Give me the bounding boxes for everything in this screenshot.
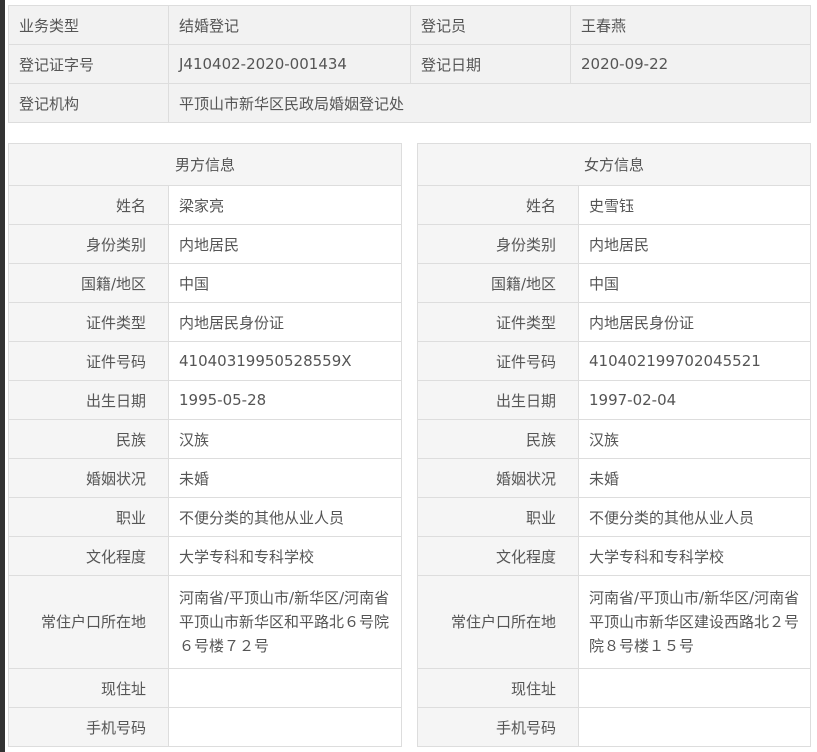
male-field-label: 证件号码 <box>8 341 169 381</box>
male-field-label: 文化程度 <box>8 536 169 576</box>
female-info-title: 女方信息 <box>416 143 812 186</box>
male-field-label: 出生日期 <box>8 380 169 420</box>
business-type-value: 结婚登记 <box>168 5 411 45</box>
female-field-value: 中国 <box>577 263 812 303</box>
male-field-label: 手机号码 <box>8 707 169 747</box>
table-row: 业务类型 结婚登记 登记员 王春燕 <box>8 5 811 45</box>
female-field-label: 现住址 <box>417 668 579 708</box>
table-row: 姓名 史雪钰 <box>417 185 812 225</box>
female-field-label: 民族 <box>417 419 579 459</box>
table-row: 出生日期 1997-02-04 <box>417 380 812 420</box>
male-field-label: 职业 <box>8 497 169 537</box>
male-field-value: 大学专科和专科学校 <box>167 536 403 576</box>
table-row: 婚姻状况 未婚 <box>417 458 812 498</box>
male-field-label: 身份类别 <box>8 224 169 264</box>
male-field-value: 梁家亮 <box>167 185 403 225</box>
male-field-value: 汉族 <box>167 419 403 459</box>
male-field-value: 41040319950528559X <box>167 341 403 381</box>
registrar-value: 王春燕 <box>570 5 811 45</box>
date-value: 2020-09-22 <box>570 44 811 84</box>
female-info-table: 女方信息 姓名 史雪钰 身份类别 内地居民 国籍/地区 中国 证件类型 内地居民身份证 证件号码… <box>416 143 812 747</box>
table-row: 国籍/地区 中国 <box>417 263 812 303</box>
table-row: 登记证字号 J410402-2020-001434 登记日期 2020-09-2… <box>8 44 811 84</box>
female-field-label: 国籍/地区 <box>417 263 579 303</box>
window-edge <box>0 0 5 752</box>
female-field-value: 1997-02-04 <box>577 380 812 420</box>
female-field-value: 内地居民身份证 <box>577 302 812 342</box>
male-field-label: 证件类型 <box>8 302 169 342</box>
female-field-value: 大学专科和专科学校 <box>577 536 812 576</box>
table-row: 姓名 梁家亮 <box>8 185 403 225</box>
male-field-value: 内地居民身份证 <box>167 302 403 342</box>
male-field-value: 内地居民 <box>167 224 403 264</box>
female-field-value <box>577 668 812 708</box>
female-field-value: 不便分类的其他从业人员 <box>577 497 812 537</box>
table-row: 证件类型 内地居民身份证 <box>8 302 403 342</box>
female-field-label: 证件类型 <box>417 302 579 342</box>
table-row: 常住户口所在地 河南省/平顶山市/新华区/河南省平顶山市新华区建设西路北２号院８号… <box>417 575 812 669</box>
male-info-title: 男方信息 <box>7 143 403 186</box>
table-row: 证件号码 41040319950528559X <box>8 341 403 381</box>
female-field-label: 身份类别 <box>417 224 579 264</box>
date-label: 登记日期 <box>410 44 571 84</box>
male-field-label: 婚姻状况 <box>8 458 169 498</box>
female-field-label: 婚姻状况 <box>417 458 579 498</box>
table-row: 手机号码 <box>417 707 812 747</box>
female-field-value: 汉族 <box>577 419 812 459</box>
male-field-value: 中国 <box>167 263 403 303</box>
male-field-label: 姓名 <box>8 185 169 225</box>
table-row: 现住址 <box>8 668 403 708</box>
female-field-value <box>577 707 812 747</box>
female-field-label: 手机号码 <box>417 707 579 747</box>
female-field-label: 出生日期 <box>417 380 579 420</box>
male-field-value: 未婚 <box>167 458 403 498</box>
table-row: 证件类型 内地居民身份证 <box>417 302 812 342</box>
female-field-value: 未婚 <box>577 458 812 498</box>
table-row: 国籍/地区 中国 <box>8 263 403 303</box>
office-value: 平顶山市新华区民政局婚姻登记处 <box>168 83 811 123</box>
table-row: 职业 不便分类的其他从业人员 <box>8 497 403 537</box>
female-field-value: 河南省/平顶山市/新华区/河南省平顶山市新华区建设西路北２号院８号楼１５号 <box>577 575 812 669</box>
table-row: 婚姻状况 未婚 <box>8 458 403 498</box>
table-row: 常住户口所在地 河南省/平顶山市/新华区/河南省平顶山市新华区和平路北６号院６号楼… <box>8 575 403 669</box>
cert-no-value: J410402-2020-001434 <box>168 44 411 84</box>
female-field-value: 内地居民 <box>577 224 812 264</box>
female-field-label: 职业 <box>417 497 579 537</box>
male-field-value: 不便分类的其他从业人员 <box>167 497 403 537</box>
male-field-value <box>167 668 403 708</box>
table-row: 文化程度 大学专科和专科学校 <box>417 536 812 576</box>
registration-summary-table: 业务类型 结婚登记 登记员 王春燕 登记证字号 J410402-2020-001… <box>8 5 811 123</box>
table-row: 登记机构 平顶山市新华区民政局婚姻登记处 <box>8 83 811 123</box>
business-type-label: 业务类型 <box>8 5 169 45</box>
table-row: 职业 不便分类的其他从业人员 <box>417 497 812 537</box>
male-field-label: 常住户口所在地 <box>8 575 169 669</box>
male-field-label: 国籍/地区 <box>8 263 169 303</box>
female-field-label: 文化程度 <box>417 536 579 576</box>
cert-no-label: 登记证字号 <box>8 44 169 84</box>
male-field-value: 河南省/平顶山市/新华区/河南省平顶山市新华区和平路北６号院６号楼７２号 <box>167 575 403 669</box>
male-field-value: 1995-05-28 <box>167 380 403 420</box>
table-row: 证件号码 410402199702045521 <box>417 341 812 381</box>
male-field-label: 现住址 <box>8 668 169 708</box>
male-info-table: 男方信息 姓名 梁家亮 身份类别 内地居民 国籍/地区 中国 证件类型 内地居民身份证 证件号码… <box>7 143 403 747</box>
table-row: 现住址 <box>417 668 812 708</box>
table-row: 身份类别 内地居民 <box>8 224 403 264</box>
table-row: 手机号码 <box>8 707 403 747</box>
registrar-label: 登记员 <box>410 5 571 45</box>
female-field-label: 证件号码 <box>417 341 579 381</box>
male-field-value <box>167 707 403 747</box>
female-field-value: 410402199702045521 <box>577 341 812 381</box>
office-label: 登记机构 <box>8 83 169 123</box>
table-row: 身份类别 内地居民 <box>417 224 812 264</box>
table-row: 民族 汉族 <box>417 419 812 459</box>
table-row: 文化程度 大学专科和专科学校 <box>8 536 403 576</box>
female-field-value: 史雪钰 <box>577 185 812 225</box>
male-field-label: 民族 <box>8 419 169 459</box>
table-row: 出生日期 1995-05-28 <box>8 380 403 420</box>
table-row: 民族 汉族 <box>8 419 403 459</box>
female-field-label: 常住户口所在地 <box>417 575 579 669</box>
female-field-label: 姓名 <box>417 185 579 225</box>
